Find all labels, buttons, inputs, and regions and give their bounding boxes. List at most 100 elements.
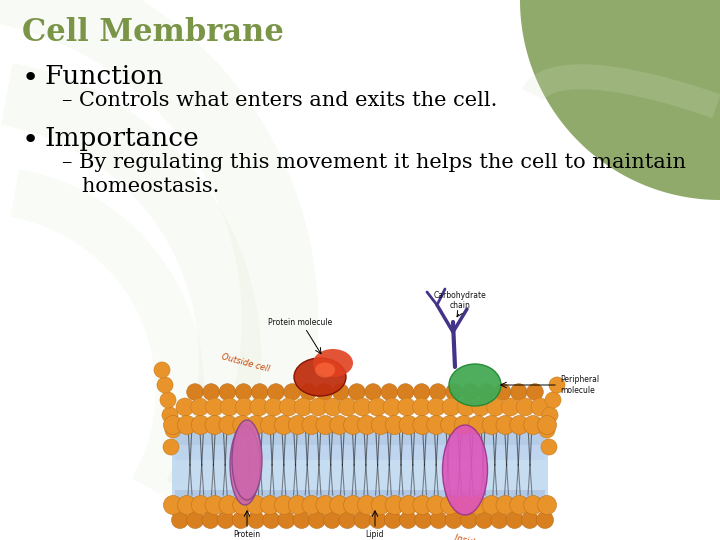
Circle shape: [248, 511, 264, 529]
Circle shape: [441, 415, 459, 435]
Circle shape: [545, 392, 561, 408]
Circle shape: [357, 496, 377, 515]
Text: Lipid
bilayer: Lipid bilayer: [361, 530, 388, 540]
Circle shape: [538, 496, 557, 515]
Text: Protein
channel: Protein channel: [232, 530, 262, 540]
Circle shape: [192, 496, 210, 515]
Circle shape: [333, 383, 349, 400]
Text: Carbohydrate
chain: Carbohydrate chain: [433, 291, 487, 310]
Circle shape: [368, 398, 387, 416]
Circle shape: [460, 511, 477, 529]
Text: – By regulating this movement it helps the cell to maintain: – By regulating this movement it helps t…: [62, 153, 686, 172]
Circle shape: [539, 422, 555, 438]
Circle shape: [186, 383, 203, 400]
Circle shape: [428, 398, 446, 416]
Circle shape: [274, 415, 293, 435]
Circle shape: [186, 511, 204, 529]
Circle shape: [316, 496, 335, 515]
Circle shape: [265, 398, 283, 416]
Circle shape: [205, 415, 224, 435]
Text: •: •: [22, 126, 40, 154]
Text: Peripheral
molecule: Peripheral molecule: [560, 375, 599, 395]
Circle shape: [163, 415, 182, 435]
Circle shape: [549, 377, 565, 393]
Circle shape: [415, 511, 432, 529]
Circle shape: [205, 496, 224, 515]
Circle shape: [398, 398, 416, 416]
Circle shape: [354, 511, 371, 529]
Bar: [175, 425, 545, 445]
Ellipse shape: [313, 349, 353, 377]
Circle shape: [381, 383, 397, 400]
Circle shape: [247, 496, 266, 515]
Circle shape: [219, 496, 238, 515]
Circle shape: [442, 398, 460, 416]
Circle shape: [501, 398, 519, 416]
Circle shape: [154, 362, 170, 378]
Circle shape: [165, 422, 181, 438]
Ellipse shape: [449, 364, 501, 406]
Circle shape: [294, 398, 312, 416]
Circle shape: [462, 383, 479, 400]
Circle shape: [541, 439, 557, 455]
Circle shape: [235, 383, 252, 400]
Circle shape: [171, 511, 189, 529]
Circle shape: [261, 496, 279, 515]
Circle shape: [365, 383, 382, 400]
Circle shape: [251, 383, 268, 400]
Circle shape: [343, 415, 363, 435]
Circle shape: [338, 398, 356, 416]
Ellipse shape: [443, 425, 487, 515]
Circle shape: [163, 496, 182, 515]
Circle shape: [472, 398, 490, 416]
Circle shape: [233, 415, 252, 435]
Circle shape: [427, 415, 446, 435]
Circle shape: [247, 415, 266, 435]
Circle shape: [468, 415, 487, 435]
Circle shape: [372, 415, 390, 435]
Circle shape: [235, 398, 253, 416]
Circle shape: [309, 398, 327, 416]
Circle shape: [324, 398, 342, 416]
Bar: [175, 445, 545, 460]
Circle shape: [202, 511, 219, 529]
Circle shape: [176, 398, 194, 416]
Circle shape: [233, 496, 252, 515]
Circle shape: [516, 398, 534, 416]
Polygon shape: [520, 0, 720, 200]
Circle shape: [330, 415, 348, 435]
Circle shape: [316, 415, 335, 435]
Circle shape: [219, 415, 238, 435]
Circle shape: [413, 496, 432, 515]
Circle shape: [510, 383, 527, 400]
Circle shape: [217, 511, 234, 529]
Circle shape: [284, 383, 300, 400]
Circle shape: [457, 398, 475, 416]
Circle shape: [494, 383, 511, 400]
Circle shape: [323, 511, 341, 529]
Ellipse shape: [294, 358, 346, 396]
Circle shape: [162, 407, 178, 423]
Circle shape: [205, 398, 224, 416]
Circle shape: [177, 496, 197, 515]
Circle shape: [400, 511, 417, 529]
Circle shape: [219, 383, 235, 400]
Circle shape: [220, 398, 238, 416]
Circle shape: [343, 496, 363, 515]
Circle shape: [430, 511, 447, 529]
Circle shape: [191, 398, 209, 416]
Circle shape: [482, 496, 501, 515]
Circle shape: [445, 511, 462, 529]
Circle shape: [538, 415, 557, 435]
Circle shape: [233, 511, 249, 529]
Circle shape: [399, 415, 418, 435]
Circle shape: [496, 415, 515, 435]
Circle shape: [192, 415, 210, 435]
Circle shape: [487, 398, 505, 416]
Text: Cell Membrane: Cell Membrane: [22, 17, 284, 48]
Circle shape: [476, 511, 492, 529]
Bar: [175, 490, 545, 505]
Circle shape: [163, 439, 179, 455]
Circle shape: [510, 496, 528, 515]
Ellipse shape: [315, 362, 335, 377]
